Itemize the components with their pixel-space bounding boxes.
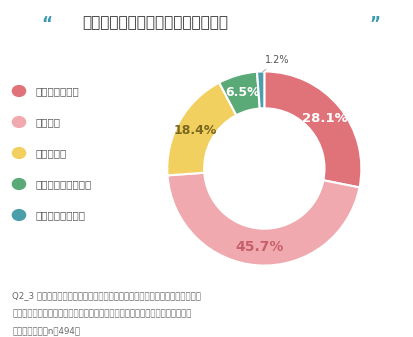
Text: 全くそう思わない: 全くそう思わない — [36, 210, 86, 220]
Text: そう思う: そう思う — [36, 117, 61, 127]
Text: グラミングの授業を楽しいと感じていましたか？当てはまるものを一つ選択し: グラミングの授業を楽しいと感じていましたか？当てはまるものを一つ選択し — [12, 309, 192, 318]
Text: ”: ” — [370, 15, 381, 33]
Text: 6.5%: 6.5% — [225, 87, 260, 99]
Wedge shape — [257, 71, 264, 109]
Text: とてもそう思う: とてもそう思う — [36, 86, 80, 96]
Text: Q2_3 「プログラミングを経験したことがある」お子様にお伃いします。プロ: Q2_3 「プログラミングを経験したことがある」お子様にお伃いします。プロ — [12, 292, 201, 301]
Wedge shape — [168, 173, 359, 266]
Wedge shape — [167, 83, 236, 175]
Text: プログラミング教育は楽しかったか: プログラミング教育は楽しかったか — [83, 15, 229, 30]
Text: 18.4%: 18.4% — [174, 124, 217, 137]
Wedge shape — [264, 71, 361, 187]
Wedge shape — [219, 72, 260, 115]
Text: 45.7%: 45.7% — [235, 240, 284, 254]
Text: てください。（n＝494）: てください。（n＝494） — [12, 327, 81, 336]
Text: “: “ — [41, 15, 52, 33]
Text: わからない: わからない — [36, 148, 67, 158]
Text: 1.2%: 1.2% — [263, 55, 290, 72]
Text: 28.1%: 28.1% — [302, 112, 348, 125]
Text: あまりそう思わない: あまりそう思わない — [36, 179, 92, 189]
